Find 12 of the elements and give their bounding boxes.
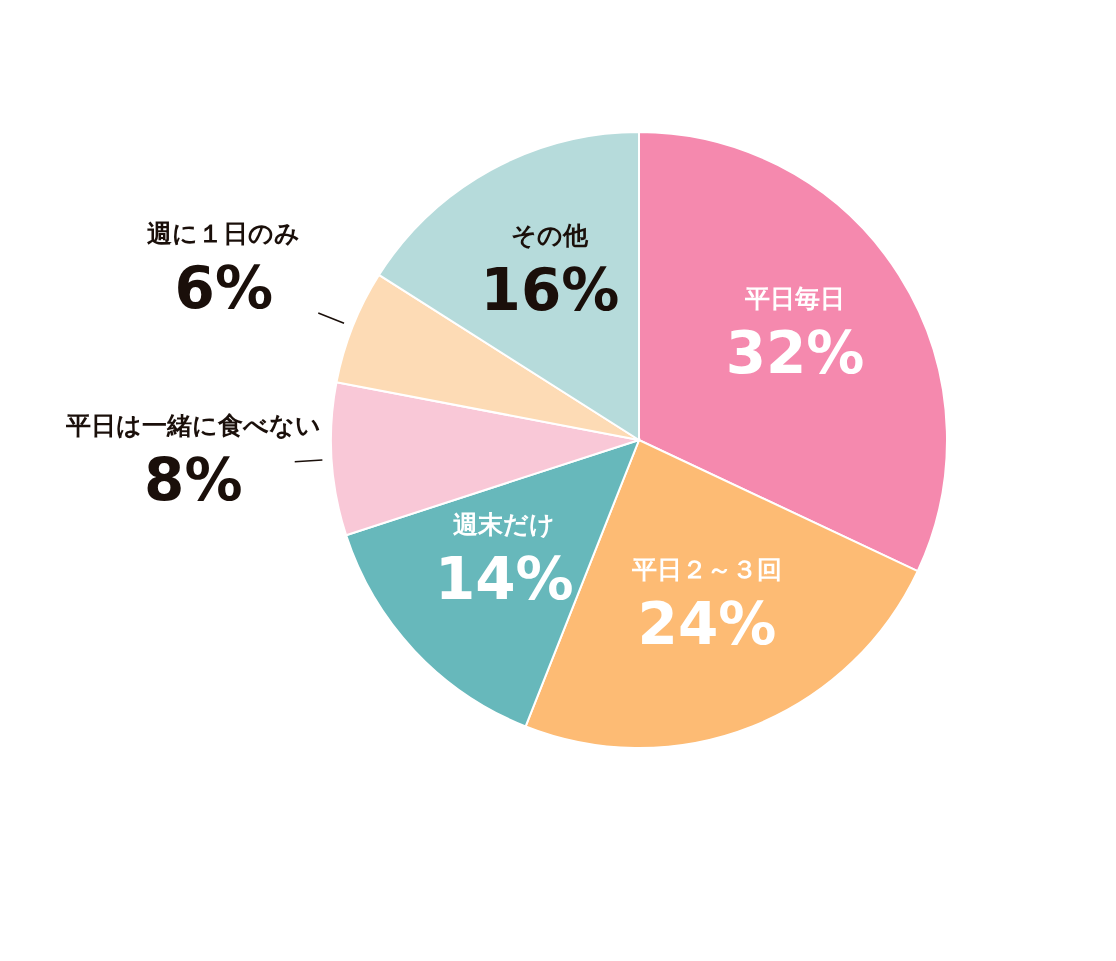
data-label: 32%	[725, 318, 865, 387]
slice-label: 週に１日のみ	[147, 218, 301, 248]
slice-label: その他	[511, 221, 590, 251]
slice-label: 平日は一緒に食べない	[64, 411, 321, 441]
slice-label: 平日２～３回	[631, 554, 783, 584]
slice-label: 週末だけ	[453, 509, 556, 539]
data-label: 14%	[434, 544, 574, 613]
data-label: 6%	[174, 253, 273, 322]
data-label: 8%	[144, 446, 243, 515]
data-label: 16%	[480, 256, 620, 325]
slice-label: 平日毎日	[744, 283, 846, 313]
data-label: 24%	[637, 589, 777, 658]
